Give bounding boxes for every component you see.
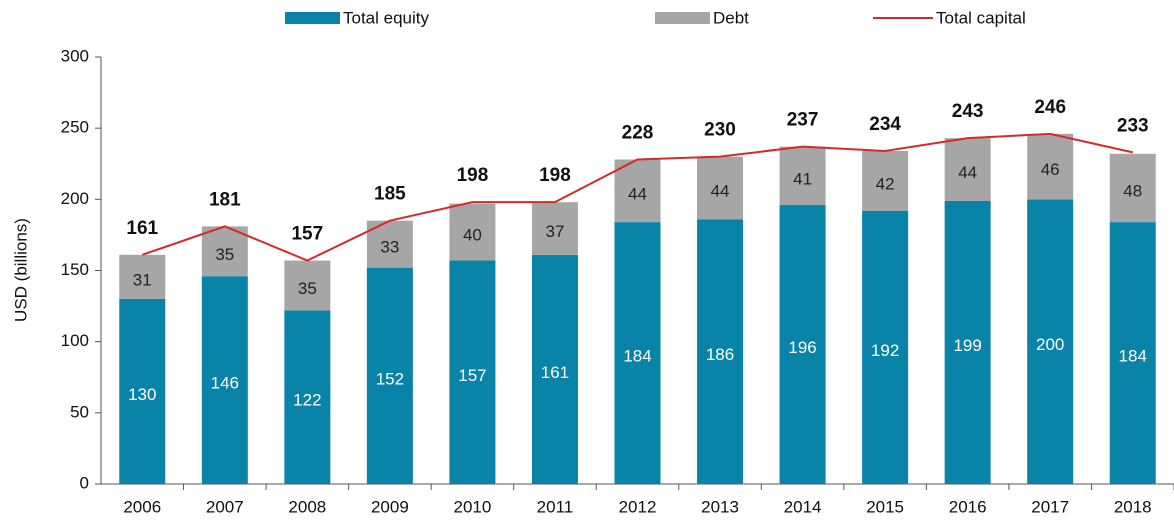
bar-segment bbox=[284, 310, 331, 484]
data-label: 40 bbox=[463, 226, 482, 245]
data-label: 146 bbox=[211, 374, 239, 393]
x-tick-label: 2012 bbox=[619, 497, 657, 516]
data-label: 200 bbox=[1036, 335, 1064, 354]
bar-segment bbox=[1027, 133, 1074, 200]
total-label: 198 bbox=[457, 165, 489, 186]
bar-segment bbox=[449, 203, 496, 261]
data-label: 157 bbox=[458, 366, 486, 385]
data-label: 196 bbox=[788, 338, 816, 357]
x-tick-label: 2015 bbox=[866, 497, 904, 516]
bar-segment bbox=[201, 226, 248, 277]
data-label: 130 bbox=[128, 385, 156, 404]
data-label: 46 bbox=[1041, 160, 1060, 179]
data-label: 41 bbox=[793, 169, 812, 188]
data-label: 37 bbox=[546, 222, 565, 241]
bar-segment bbox=[119, 298, 166, 484]
y-tick-label: 200 bbox=[61, 189, 89, 208]
legend-label: Total capital bbox=[936, 8, 1026, 27]
data-label: 122 bbox=[293, 391, 321, 410]
bar-segment bbox=[862, 210, 909, 484]
total-label: 157 bbox=[291, 224, 323, 245]
data-label: 192 bbox=[871, 341, 899, 360]
data-label: 42 bbox=[876, 174, 895, 193]
y-axis-title: USD (billions) bbox=[11, 218, 30, 322]
data-label: 44 bbox=[958, 163, 977, 182]
bar-segment bbox=[201, 276, 248, 484]
total-label: 228 bbox=[622, 122, 654, 143]
x-tick-label: 2006 bbox=[123, 497, 161, 516]
total-label: 185 bbox=[374, 184, 406, 205]
bar-segment bbox=[944, 200, 991, 485]
bar-segment bbox=[614, 159, 661, 223]
total-label: 181 bbox=[209, 189, 241, 210]
y-tick-label: 0 bbox=[80, 473, 89, 492]
total-label: 237 bbox=[787, 110, 819, 131]
bar-segment bbox=[614, 222, 661, 484]
data-label: 152 bbox=[376, 369, 404, 388]
data-label: 186 bbox=[706, 345, 734, 364]
x-tick-label: 2018 bbox=[1114, 497, 1152, 516]
x-tick-label: 2007 bbox=[206, 497, 244, 516]
total-label: 230 bbox=[704, 120, 736, 141]
x-tick-label: 2008 bbox=[288, 497, 326, 516]
y-tick-label: 100 bbox=[61, 331, 89, 350]
x-tick-label: 2010 bbox=[454, 497, 492, 516]
bar-segment bbox=[697, 156, 744, 220]
data-label: 35 bbox=[215, 245, 234, 264]
bar-segment bbox=[449, 260, 496, 484]
x-tick-label: 2017 bbox=[1031, 497, 1069, 516]
bar-segment bbox=[697, 219, 744, 484]
total-label: 161 bbox=[126, 218, 158, 239]
x-tick-label: 2011 bbox=[537, 497, 574, 516]
data-label: 161 bbox=[541, 363, 569, 382]
legend-label: Debt bbox=[713, 8, 749, 27]
data-label: 44 bbox=[711, 181, 730, 200]
bar-segment bbox=[862, 150, 909, 211]
bar-segment bbox=[531, 254, 578, 484]
total-label: 233 bbox=[1117, 115, 1149, 136]
bar-segment bbox=[779, 146, 826, 206]
legend-swatch bbox=[655, 12, 710, 24]
data-label: 48 bbox=[1123, 181, 1142, 200]
data-label: 44 bbox=[628, 184, 647, 203]
data-label: 33 bbox=[380, 238, 399, 257]
bar-segment bbox=[1027, 199, 1074, 485]
y-tick-label: 250 bbox=[61, 118, 89, 137]
bar-segment bbox=[284, 260, 331, 311]
x-tick-label: 2009 bbox=[371, 497, 409, 516]
x-tick-label: 2014 bbox=[784, 497, 822, 516]
total-label: 243 bbox=[952, 101, 984, 122]
bar-segment bbox=[1109, 153, 1156, 223]
data-label: 184 bbox=[1119, 347, 1147, 366]
bar-segment bbox=[119, 254, 166, 299]
legend-swatch bbox=[285, 12, 340, 24]
x-tick-label: 2013 bbox=[701, 497, 739, 516]
data-label: 199 bbox=[953, 336, 981, 355]
legend-label: Total equity bbox=[343, 8, 429, 27]
data-label: 31 bbox=[133, 270, 152, 289]
bar-segment bbox=[531, 202, 578, 255]
y-tick-label: 50 bbox=[70, 402, 89, 421]
line bbox=[141, 132, 1133, 262]
total-label: 198 bbox=[539, 165, 571, 186]
y-tick-label: 300 bbox=[61, 46, 89, 65]
data-label: 184 bbox=[623, 347, 651, 366]
bar-segment bbox=[779, 205, 826, 484]
total-label: 234 bbox=[869, 114, 901, 135]
bar-segment bbox=[944, 138, 991, 201]
bar-segment bbox=[366, 267, 413, 484]
bar-segment bbox=[1109, 222, 1156, 484]
total-label: 246 bbox=[1034, 97, 1066, 118]
y-tick-label: 150 bbox=[61, 260, 89, 279]
data-label: 35 bbox=[298, 279, 317, 298]
x-tick-label: 2016 bbox=[949, 497, 987, 516]
